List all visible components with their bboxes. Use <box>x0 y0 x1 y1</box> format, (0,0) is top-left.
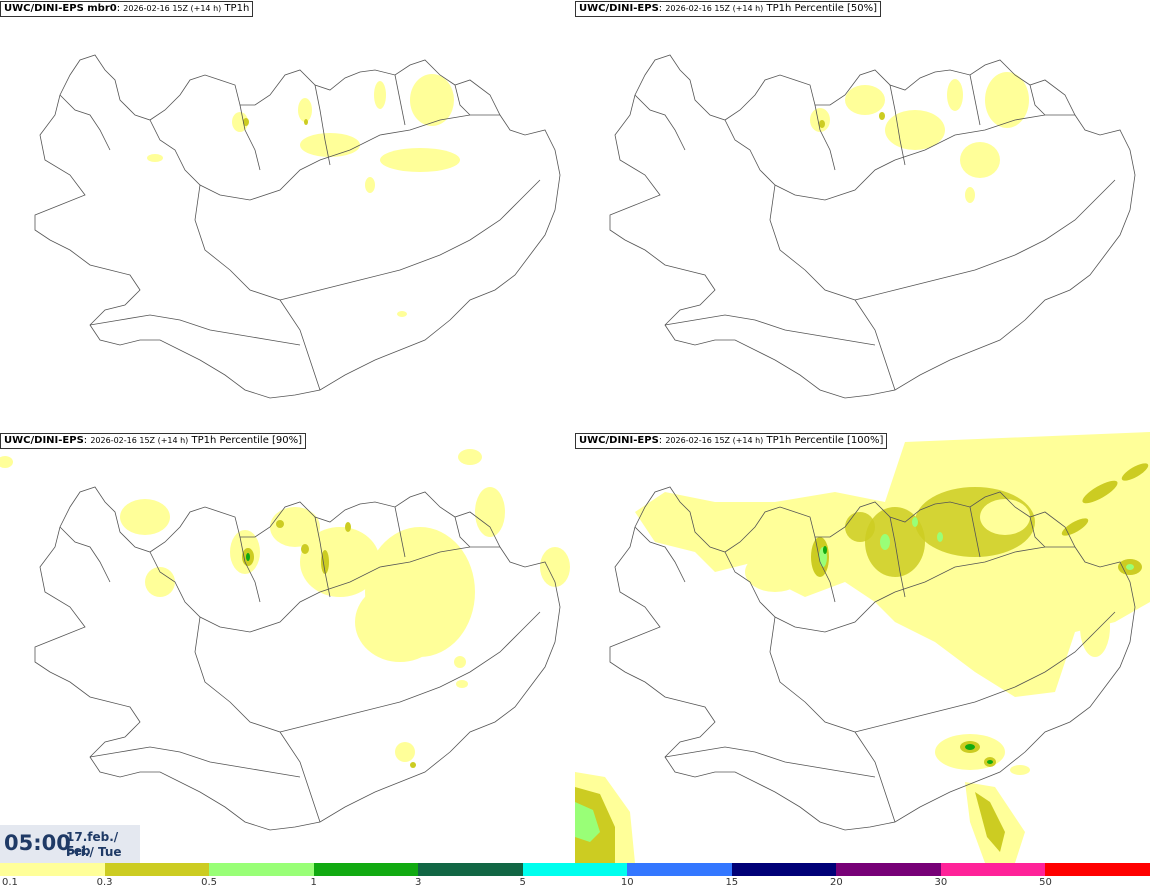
legend-color-bin <box>522 863 628 876</box>
color-legend: 0.1 0.3 0.5 1 3 5 10 15 20 30 50 <box>0 863 1150 891</box>
map-svg <box>0 449 570 831</box>
valid-date: 17.feb./ Feb <box>66 830 119 858</box>
map-svg <box>609 54 1136 399</box>
panel-title: UWC/DINI-EPS: 2026-02-16 15Z (+14 h) TP1… <box>575 433 888 449</box>
legend-color-bin <box>418 863 524 876</box>
legend-label: 15 <box>725 877 739 888</box>
legend-color-bin <box>627 863 733 876</box>
iceland-coastline <box>34 54 561 399</box>
map-panel-p90: UWC/DINI-EPS: 2026-02-16 15Z (+14 h) TP1… <box>0 432 575 863</box>
legend-color-bin <box>731 863 837 876</box>
iceland-coastline <box>609 486 1136 831</box>
legend-label: 50 <box>1039 877 1052 888</box>
precip-field <box>0 449 570 768</box>
legend-label: 0.1 <box>2 877 18 888</box>
legend-color-bin <box>836 863 942 876</box>
legend-color-bin <box>209 863 315 876</box>
valid-hour: 05:00 <box>4 831 71 855</box>
legend-color-bin <box>940 863 1046 876</box>
panel-title: UWC/DINI-EPS: 2026-02-16 15Z (+14 h) TP1… <box>0 433 307 449</box>
map-panel-p50: UWC/DINI-EPS: 2026-02-16 15Z (+14 h) TP1… <box>575 0 1150 431</box>
legend-label: 30 <box>934 877 948 888</box>
precip-field <box>147 74 460 317</box>
map-svg <box>575 432 1150 863</box>
legend-label: 0.5 <box>201 877 218 888</box>
map-panel-mbr0: UWC/DINI-EPS mbr0: 2026-02-16 15Z (+14 h… <box>0 0 575 431</box>
legend-label: 0.3 <box>96 877 113 888</box>
iceland-coastline <box>609 54 1136 399</box>
legend-color-bin <box>0 863 106 876</box>
panel-title: UWC/DINI-EPS mbr0: 2026-02-16 15Z (+14 h… <box>0 1 254 17</box>
iceland-coastline <box>34 486 561 831</box>
valid-time-box: 05:00 17.feb./ Feb Þri./ Tue <box>0 825 140 863</box>
precip-field <box>575 432 1150 863</box>
panel-title: UWC/DINI-EPS: 2026-02-16 15Z (+14 h) TP1… <box>575 1 882 17</box>
legend-label: 1 <box>310 877 317 888</box>
legend-label: 20 <box>829 877 843 888</box>
map-panel-p100: UWC/DINI-EPS: 2026-02-16 15Z (+14 h) TP1… <box>575 432 1150 863</box>
legend-label: 5 <box>519 877 526 888</box>
legend-label: 3 <box>414 877 422 888</box>
legend-color-bin <box>104 863 210 876</box>
legend-color-bin <box>1045 863 1150 876</box>
map-svg <box>34 54 561 399</box>
valid-weekday: Þri./ Tue <box>66 845 122 859</box>
legend-label: 10 <box>620 877 634 888</box>
legend-color-bin <box>313 863 419 876</box>
precip-field <box>810 72 1029 203</box>
